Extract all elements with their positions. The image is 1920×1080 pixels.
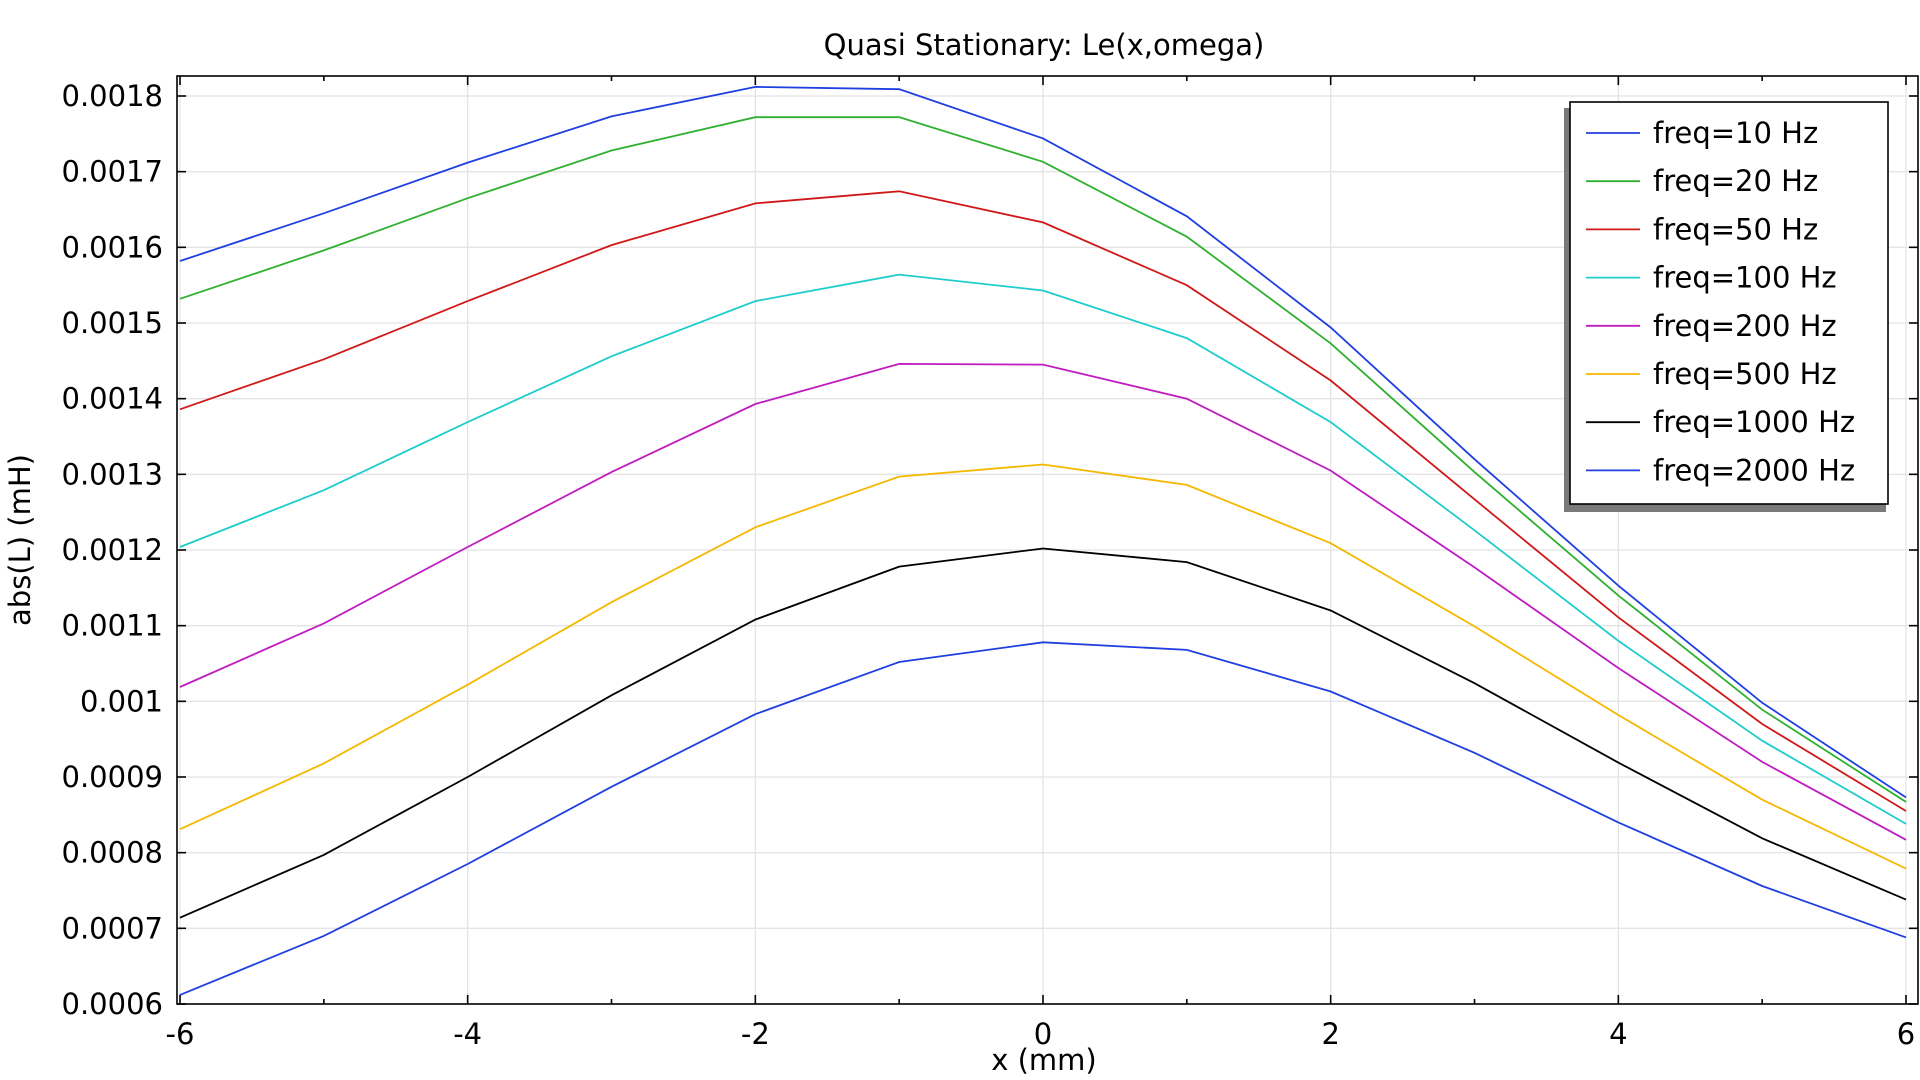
legend-item: freq=200 Hz bbox=[1586, 309, 1837, 343]
y-tick-label: 0.0009 bbox=[62, 760, 163, 794]
y-axis-tick-labels: 0.0006 0.0007 0.0008 0.0009 0.001 0.0011 0.001… bbox=[62, 79, 163, 1021]
x-axis-label: x (mm) bbox=[991, 1043, 1097, 1077]
y-tick-label: 0.0011 bbox=[62, 609, 163, 643]
x-tick-label: -6 bbox=[166, 1017, 195, 1051]
y-tick-label: 0.001 bbox=[80, 684, 163, 718]
legend-item: freq=500 Hz bbox=[1586, 357, 1837, 391]
y-tick-label: 0.0013 bbox=[62, 457, 163, 491]
plot-frame bbox=[176, 75, 1919, 1005]
y-tick-label: 0.0018 bbox=[62, 79, 163, 113]
legend-box bbox=[1569, 101, 1889, 505]
legend-item: freq=100 Hz bbox=[1586, 261, 1837, 295]
series-line-freq-1000-hz bbox=[179, 547, 1907, 919]
y-tick-label: 0.0007 bbox=[62, 911, 163, 945]
legend-items: freq=10 Hz freq=20 Hz freq=50 Hz freq=100 H… bbox=[1586, 116, 1855, 487]
legend-label: freq=2000 Hz bbox=[1653, 453, 1855, 487]
x-tick-label: 6 bbox=[1897, 1017, 1915, 1051]
x-tick-label: -2 bbox=[741, 1017, 770, 1051]
legend-label: freq=500 Hz bbox=[1653, 357, 1837, 391]
legend-label: freq=100 Hz bbox=[1653, 261, 1837, 295]
legend-label: freq=20 Hz bbox=[1653, 164, 1818, 198]
legend-label: freq=200 Hz bbox=[1653, 309, 1837, 343]
legend-item: freq=2000 Hz bbox=[1586, 453, 1855, 487]
legend-item: freq=1000 Hz bbox=[1586, 405, 1855, 439]
legend-item: freq=50 Hz bbox=[1586, 212, 1818, 246]
y-tick-label: 0.0015 bbox=[62, 306, 163, 340]
series-line-freq-100-hz bbox=[179, 273, 1907, 825]
series-line-freq-20-hz bbox=[179, 116, 1907, 803]
y-tick-label: 0.0016 bbox=[62, 230, 163, 264]
y-tick-label: 0.0006 bbox=[62, 987, 163, 1021]
legend-item: freq=20 Hz bbox=[1586, 164, 1818, 198]
x-tick-label: -4 bbox=[453, 1017, 482, 1051]
y-tick-label: 0.0017 bbox=[62, 155, 163, 189]
legend: freq=10 Hz freq=20 Hz freq=50 Hz freq=100 H… bbox=[1564, 101, 1889, 512]
series-line-freq-10-hz bbox=[179, 85, 1907, 799]
series-line-freq-2000-hz bbox=[179, 641, 1907, 996]
legend-label: freq=10 Hz bbox=[1653, 116, 1818, 150]
y-tick-label: 0.0014 bbox=[62, 382, 163, 416]
axis-ticks bbox=[177, 76, 1918, 1005]
y-tick-label: 0.0008 bbox=[62, 836, 163, 870]
x-tick-label: 0 bbox=[1034, 1017, 1052, 1051]
series-line-freq-50-hz bbox=[179, 190, 1907, 812]
series-line-freq-200-hz bbox=[179, 362, 1907, 841]
x-tick-label: 2 bbox=[1321, 1017, 1339, 1051]
y-tick-label: 0.0012 bbox=[62, 533, 163, 567]
legend-label: freq=1000 Hz bbox=[1653, 405, 1855, 439]
series-line-freq-500-hz bbox=[179, 463, 1907, 870]
legend-label: freq=50 Hz bbox=[1653, 212, 1818, 246]
x-tick-label: 4 bbox=[1609, 1017, 1627, 1051]
plot-series bbox=[179, 85, 1907, 996]
chart-title: Quasi Stationary: Le(x,omega) bbox=[824, 28, 1265, 62]
y-axis-label: abs(L) (mH) bbox=[3, 454, 37, 626]
legend-item: freq=10 Hz bbox=[1586, 116, 1818, 150]
x-axis-tick-labels: -6 -4 -2 0 2 4 6 bbox=[166, 1017, 1916, 1051]
